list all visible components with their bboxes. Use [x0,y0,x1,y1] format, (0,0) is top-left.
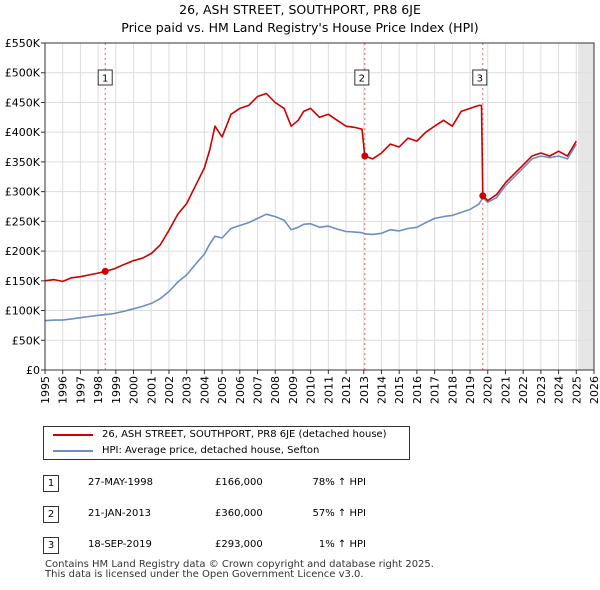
transaction-date: 18-SEP-2019 [88,539,152,550]
y-tick-label: £150K [5,275,41,288]
y-tick-label: £200K [5,245,41,258]
legend-label-hpi: HPI: Average price, detached house, Seft… [102,445,320,456]
annotation-label: 2 [359,74,365,85]
annotation-label: 1 [102,74,108,85]
transaction-date: 21-JAN-2013 [88,508,152,519]
x-tick-label: 2018 [446,376,459,404]
x-tick-label: 2020 [482,376,495,404]
x-tick-label: 1997 [74,376,87,404]
transaction-date: 27-MAY-1998 [88,477,154,488]
sale-point [479,192,487,200]
plot-area [45,43,594,370]
x-tick-label: 2025 [570,376,583,404]
x-tick-label: 2017 [429,376,442,404]
x-tick-label: 2023 [535,376,548,404]
transaction-price: £360,000 [215,508,263,519]
x-tick-label: 1996 [57,376,70,404]
x-tick-label: 1998 [92,376,105,404]
x-tick-label: 2022 [517,376,530,404]
x-tick-label: 1995 [39,376,52,404]
title-line-2: Price paid vs. HM Land Registry's House … [121,20,479,35]
transaction-hpi-diff: 78% ↑ HPI [312,477,366,488]
x-tick-label: 2009 [287,376,300,404]
footer: Contains HM Land Registry data © Crown c… [45,560,434,580]
x-tick-label: 2021 [499,376,512,404]
transaction-row: 2 21-JAN-2013 £360,000 57% ↑ HPI [40,502,380,533]
y-tick-label: £550K [5,37,41,50]
x-tick-label: 2013 [358,376,371,404]
y-tick-label: £100K [5,305,41,318]
x-tick-label: 2004 [198,376,211,404]
y-tick-label: £400K [5,126,41,139]
sale-point [101,267,109,275]
chart-title: 26, ASH STREET, SOUTHPORT, PR8 6JE Price… [0,1,600,37]
y-tick-label: £500K [5,67,41,80]
x-tick-label: 2011 [322,376,335,404]
transaction-hpi-diff: 57% ↑ HPI [312,508,366,519]
annotation-box [472,69,488,86]
transaction-row: 1 27-MAY-1998 £166,000 78% ↑ HPI [40,471,380,502]
x-tick-label: 2026 [588,376,600,404]
x-tick-label: 2015 [393,376,406,404]
future-shaded-region [578,43,594,370]
transactions-table: 1 27-MAY-1998 £166,000 78% ↑ HPI 2 21-JA… [40,471,380,564]
annotation-box [354,69,370,86]
legend-swatch-property [53,434,93,436]
legend-label-property: 26, ASH STREET, SOUTHPORT, PR8 6JE (deta… [102,429,387,440]
x-tick-label: 2019 [464,376,477,404]
annotation-label: 3 [477,74,483,85]
x-tick-label: 2008 [269,376,282,404]
x-tick-label: 2005 [216,376,229,404]
legend-swatch-hpi [53,450,93,452]
x-tick-label: 2012 [340,376,353,404]
transaction-row: 3 18-SEP-2019 £293,000 1% ↑ HPI [40,533,380,564]
y-tick-label: £0 [26,364,40,377]
x-tick-label: 1999 [110,376,123,404]
y-tick-label: £450K [5,96,41,109]
x-tick-label: 2024 [553,376,566,404]
x-tick-label: 2000 [128,376,141,404]
x-tick-label: 2001 [145,376,158,404]
legend-entry-property: 26, ASH STREET, SOUTHPORT, PR8 6JE (deta… [44,427,409,443]
title-line-1: 26, ASH STREET, SOUTHPORT, PR8 6JE [179,2,421,17]
x-tick-label: 2006 [234,376,247,404]
y-tick-label: £350K [5,156,41,169]
transaction-price: £166,000 [215,477,263,488]
price-chart: 1 2 3 £0 £50K £100K £150K £200K £250K £300K £350K… [5,37,600,404]
legend-entry-hpi: HPI: Average price, detached house, Seft… [44,443,409,459]
transaction-marker: 3 [43,537,59,554]
x-tick-label: 2014 [375,376,388,404]
x-tick-label: 2003 [181,376,194,404]
y-tick-label: £300K [5,186,41,199]
x-tick-label: 2016 [411,376,424,404]
transaction-marker: 2 [43,506,59,523]
transaction-hpi-diff: 1% ↑ HPI [318,539,366,550]
legend: 26, ASH STREET, SOUTHPORT, PR8 6JE (deta… [43,426,410,460]
footer-line-1: Contains HM Land Registry data © Crown c… [45,559,434,570]
y-tick-label: £50K [12,334,41,347]
plot-border [44,42,595,371]
footer-line-2: This data is licensed under the Open Gov… [45,569,364,580]
transaction-marker: 1 [43,475,59,492]
annotation-box [97,69,113,86]
sale-point [361,152,369,160]
x-tick-label: 2002 [163,376,176,404]
x-tick-label: 2007 [252,376,265,404]
transaction-price: £293,000 [215,539,263,550]
y-tick-label: £250K [5,215,41,228]
x-tick-label: 2010 [305,376,318,404]
